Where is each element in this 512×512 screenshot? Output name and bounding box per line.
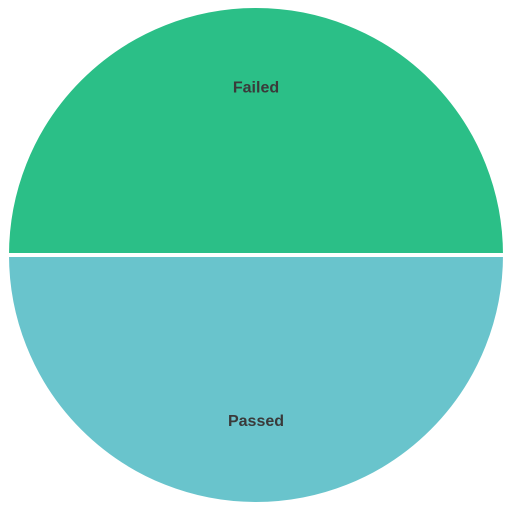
pie-slice-failed bbox=[5, 4, 507, 257]
pie-slice-passed bbox=[5, 253, 507, 506]
pie-label-failed: Failed bbox=[233, 79, 279, 96]
pie-slices bbox=[5, 4, 507, 506]
pie-label-passed: Passed bbox=[228, 413, 284, 430]
pie-labels: Failed Passed bbox=[228, 79, 284, 430]
